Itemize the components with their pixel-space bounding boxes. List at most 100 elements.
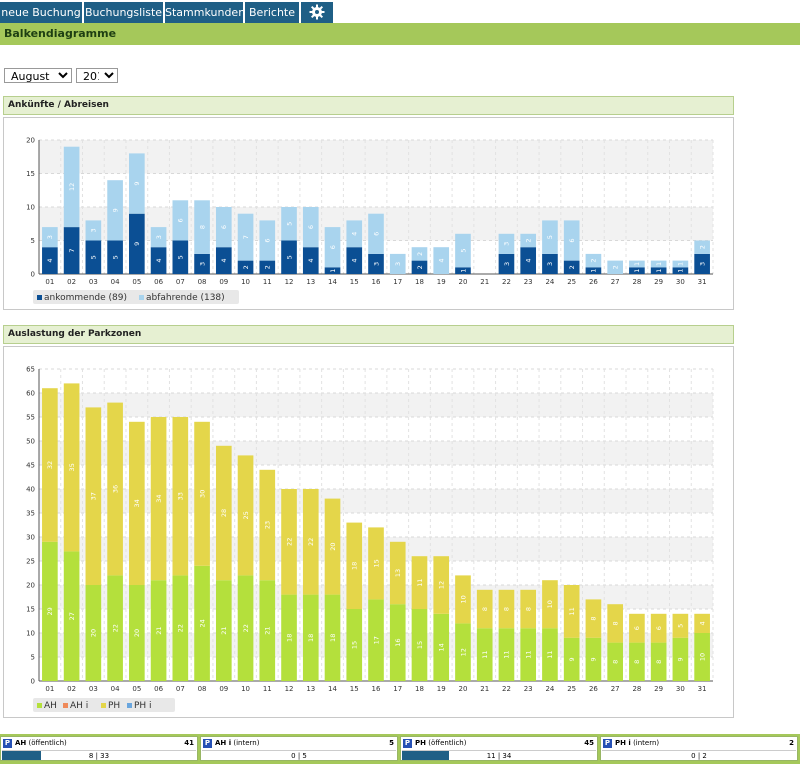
- bar-ph: [281, 489, 297, 595]
- zone-value: 0 | 5: [291, 752, 307, 760]
- parking-icon: P: [203, 739, 212, 748]
- bar-ah: [542, 628, 558, 681]
- data-label: 30: [198, 490, 206, 498]
- bar-ankommende: [107, 240, 123, 274]
- data-label: 21: [264, 626, 272, 634]
- x-tick-label: 14: [328, 685, 337, 693]
- y-tick-label: 35: [26, 510, 35, 518]
- month-select[interactable]: August: [4, 68, 72, 83]
- x-tick-label: 18: [415, 278, 424, 286]
- data-label: 4: [351, 232, 359, 236]
- data-label: 8: [481, 607, 489, 611]
- x-tick-label: 03: [89, 685, 98, 693]
- x-tick-label: 05: [132, 278, 141, 286]
- data-label: 35: [68, 463, 76, 471]
- nav-booking-list[interactable]: Buchungsliste: [84, 2, 164, 23]
- data-label: 4: [524, 259, 532, 263]
- zone-progress: 0 | 5: [202, 750, 396, 760]
- zone-value: 8 | 33: [88, 752, 110, 760]
- bar-ankommende: [194, 253, 210, 274]
- legend-swatch: [139, 295, 144, 300]
- page-title-bar: Balkendiagramme: [0, 23, 800, 45]
- x-tick-label: 16: [372, 278, 381, 286]
- legend-swatch: [127, 703, 132, 708]
- bar-ah: [455, 623, 471, 681]
- data-label: 3: [198, 262, 206, 266]
- data-label: 4: [307, 259, 315, 263]
- bar-ah: [346, 609, 363, 681]
- data-label: 15: [372, 559, 380, 567]
- data-label: 1: [633, 269, 641, 273]
- x-tick-label: 11: [263, 278, 272, 286]
- x-tick-label: 31: [698, 278, 707, 286]
- zone-code: PH: [415, 739, 426, 747]
- bar-ah: [520, 628, 537, 681]
- bar-abfahrende: [129, 153, 145, 214]
- data-label: 11: [416, 578, 424, 586]
- zone-value: 11 | 34: [486, 752, 512, 760]
- data-label: 8: [198, 225, 206, 229]
- data-label: 12: [459, 648, 467, 656]
- year-select[interactable]: 2013: [76, 68, 118, 83]
- nav-new-booking[interactable]: neue Buchung: [0, 2, 83, 23]
- bar-ph: [498, 589, 515, 629]
- nav-reports[interactable]: Berichte: [245, 2, 300, 23]
- zone-name: PH i (intern): [615, 739, 659, 747]
- settings-button[interactable]: [301, 2, 334, 23]
- bar-ankommende: [542, 253, 558, 274]
- arrivals-section-title: Ankünfte / Abreisen: [8, 100, 109, 110]
- zone-desc: (öffentlich): [28, 739, 67, 747]
- legend-swatch: [63, 703, 68, 708]
- parking-section-header: Auslastung der Parkzonen: [3, 325, 734, 344]
- arrivals-chart-panel: 0 5 10 15 20 4 3 01 7 12 02 5 3 03 5 9 04 9 9 05 4 3 06 5 6 07 3 8 0…: [3, 117, 734, 310]
- zone-code: PH i: [615, 739, 631, 747]
- bar-abfahrende: [542, 220, 558, 254]
- data-label: 6: [329, 245, 337, 249]
- bar-ah: [411, 609, 428, 681]
- bar-ph: [455, 575, 471, 624]
- data-label: 4: [438, 259, 446, 263]
- bar-ph: [520, 589, 537, 629]
- zone-progress: 11 | 34: [402, 750, 596, 760]
- bar-abfahrende: [368, 213, 384, 254]
- x-tick-label: 15: [350, 278, 359, 286]
- bar-abfahrende: [42, 227, 58, 248]
- data-label: 18: [285, 634, 293, 642]
- data-label: 20: [133, 629, 141, 637]
- bar-abfahrende: [237, 213, 254, 261]
- zone-desc: (intern): [633, 739, 660, 747]
- data-label: 22: [111, 624, 119, 632]
- y-tick-label: 0: [31, 678, 35, 686]
- legend-swatch: [101, 703, 106, 708]
- data-label: 1: [677, 269, 685, 273]
- data-label: 22: [285, 538, 293, 546]
- bar-ankommende: [172, 240, 189, 274]
- data-label: 29: [46, 607, 54, 615]
- nav-regular-customers[interactable]: Stammkunden: [165, 2, 245, 23]
- bar-ah: [476, 628, 493, 681]
- data-label: 8: [503, 607, 511, 611]
- y-tick-label: 50: [26, 438, 35, 446]
- data-label: 6: [633, 626, 641, 630]
- data-label: 9: [133, 181, 141, 185]
- data-label: 32: [46, 461, 54, 469]
- y-tick-label: 10: [26, 204, 35, 212]
- parking-chart-panel: 0 5 10 15 20 25 30 35 40 45 50 55 60 65 29 32 01 27 35 02 20…: [3, 346, 734, 718]
- bar-ankommende: [455, 267, 471, 274]
- bar-abfahrende: [498, 233, 515, 254]
- zone-code: AH: [15, 739, 27, 747]
- zone-card-ah-i: P AH i (intern) 5 0 | 5: [200, 736, 398, 761]
- y-tick-label: 25: [26, 558, 35, 566]
- y-tick-label: 30: [26, 534, 35, 542]
- bar-ph: [563, 585, 580, 638]
- data-label: 2: [568, 265, 576, 269]
- bar-ah: [498, 628, 515, 681]
- bar-ah: [389, 604, 406, 681]
- zone-progress: 8 | 33: [2, 750, 196, 760]
- data-label: 1: [655, 269, 663, 273]
- data-label: 6: [264, 238, 272, 242]
- arrivals-section-header: Ankünfte / Abreisen: [3, 96, 734, 115]
- zone-name: PH (öffentlich): [415, 739, 466, 747]
- bar-ph: [324, 498, 341, 595]
- x-tick-label: 11: [263, 685, 272, 693]
